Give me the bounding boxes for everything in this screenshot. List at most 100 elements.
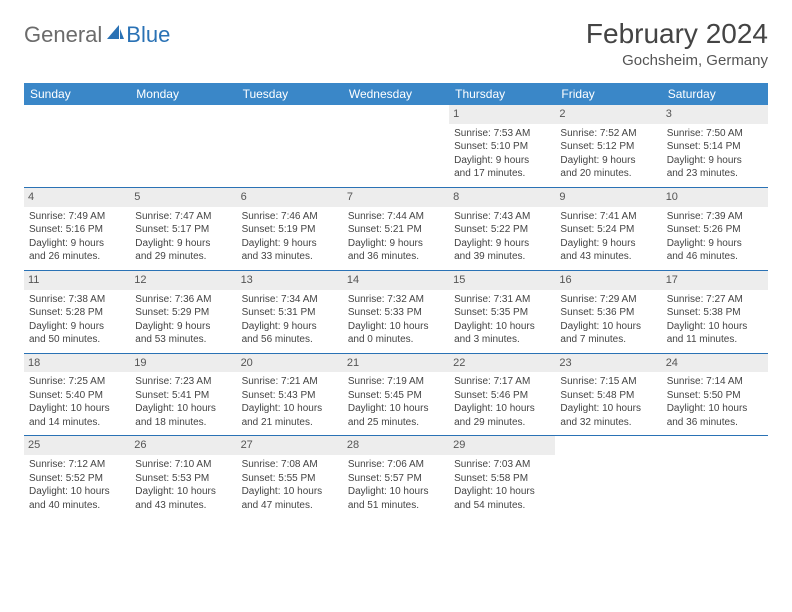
day-cell: 27Sunrise: 7:08 AMSunset: 5:55 PMDayligh… <box>237 436 343 518</box>
daylight-line-2: and 11 minutes. <box>667 333 763 347</box>
daylight-line-1: Daylight: 9 hours <box>29 320 125 334</box>
brand-part1: General <box>24 22 102 48</box>
day-number: 23 <box>555 354 661 373</box>
daylight-line-1: Daylight: 10 hours <box>667 402 763 416</box>
daylight-line-2: and 36 minutes. <box>348 250 444 264</box>
day-number: 21 <box>343 354 449 373</box>
day-number: 28 <box>343 436 449 455</box>
sunset-line: Sunset: 5:28 PM <box>29 306 125 320</box>
day-of-week-header: Monday <box>130 83 236 105</box>
day-cell: 7Sunrise: 7:44 AMSunset: 5:21 PMDaylight… <box>343 187 449 270</box>
day-cell: 8Sunrise: 7:43 AMSunset: 5:22 PMDaylight… <box>449 187 555 270</box>
day-number: 15 <box>449 271 555 290</box>
day-cell: 14Sunrise: 7:32 AMSunset: 5:33 PMDayligh… <box>343 270 449 353</box>
daylight-line-1: Daylight: 10 hours <box>454 402 550 416</box>
sunset-line: Sunset: 5:52 PM <box>29 472 125 486</box>
day-cell: 9Sunrise: 7:41 AMSunset: 5:24 PMDaylight… <box>555 187 661 270</box>
sunrise-line: Sunrise: 7:23 AM <box>135 375 231 389</box>
sunset-line: Sunset: 5:53 PM <box>135 472 231 486</box>
sunrise-line: Sunrise: 7:06 AM <box>348 458 444 472</box>
sunrise-line: Sunrise: 7:15 AM <box>560 375 656 389</box>
day-of-week-header: Friday <box>555 83 661 105</box>
sunrise-line: Sunrise: 7:53 AM <box>454 127 550 141</box>
daylight-line-1: Daylight: 10 hours <box>242 485 338 499</box>
sunrise-line: Sunrise: 7:27 AM <box>667 293 763 307</box>
day-number: 1 <box>449 105 555 124</box>
day-cell: 20 Sunrise: 7:21 AMSunset: 5:43 PMDayligh… <box>237 353 343 436</box>
sunrise-line: Sunrise: 7:08 AM <box>242 458 338 472</box>
daylight-line-2: and 33 minutes. <box>242 250 338 264</box>
week-row: 18Sunrise: 7:25 AMSunset: 5:40 PMDayligh… <box>24 353 768 436</box>
daylight-line-2: and 3 minutes. <box>454 333 550 347</box>
day-cell: 16Sunrise: 7:29 AMSunset: 5:36 PMDayligh… <box>555 270 661 353</box>
daylight-line-2: and 39 minutes. <box>454 250 550 264</box>
daylight-line-1: Daylight: 10 hours <box>560 402 656 416</box>
sunrise-line: Sunrise: 7:10 AM <box>135 458 231 472</box>
daylight-line-1: Daylight: 10 hours <box>29 485 125 499</box>
daylight-line-1: Daylight: 10 hours <box>348 402 444 416</box>
daylight-line-2: and 23 minutes. <box>667 167 763 181</box>
sunset-line: Sunset: 5:29 PM <box>135 306 231 320</box>
day-cell: 25 Sunrise: 7:12 AMSunset: 5:52 PMDayligh… <box>24 436 130 518</box>
daylight-line-2: and 18 minutes. <box>135 416 231 430</box>
day-cell: 24Sunrise: 7:14 AMSunset: 5:50 PMDayligh… <box>662 353 768 436</box>
header: General Blue February 2024 Gochsheim, Ge… <box>24 18 768 69</box>
sunset-line: Sunset: 5:17 PM <box>135 223 231 237</box>
day-number: 18 <box>24 354 130 373</box>
daylight-line-1: Daylight: 10 hours <box>454 320 550 334</box>
day-cell: 23Sunrise: 7:15 AMSunset: 5:48 PMDayligh… <box>555 353 661 436</box>
daylight-line-2: and 26 minutes. <box>29 250 125 264</box>
sunset-line: Sunset: 5:46 PM <box>454 389 550 403</box>
sunset-line: Sunset: 5:45 PM <box>348 389 444 403</box>
day-number: 14 <box>343 271 449 290</box>
daylight-line-1: Daylight: 10 hours <box>348 485 444 499</box>
day-cell <box>343 105 449 187</box>
daylight-line-1: Daylight: 10 hours <box>242 402 338 416</box>
day-cell <box>555 436 661 518</box>
day-cell: 28 Sunrise: 7:06 AMSunset: 5:57 PMDayligh… <box>343 436 449 518</box>
daylight-line-1: Daylight: 9 hours <box>135 320 231 334</box>
sunset-line: Sunset: 5:38 PM <box>667 306 763 320</box>
sunrise-line: Sunrise: 7:29 AM <box>560 293 656 307</box>
day-cell: 6Sunrise: 7:46 AMSunset: 5:19 PMDaylight… <box>237 187 343 270</box>
day-number: 25 <box>24 436 130 455</box>
daylight-line-1: Daylight: 9 hours <box>29 237 125 251</box>
day-number: 24 <box>662 354 768 373</box>
day-number: 2 <box>555 105 661 124</box>
daylight-line-1: Daylight: 9 hours <box>667 237 763 251</box>
daylight-line-2: and 0 minutes. <box>348 333 444 347</box>
sunset-line: Sunset: 5:40 PM <box>29 389 125 403</box>
sunset-line: Sunset: 5:14 PM <box>667 140 763 154</box>
daylight-line-1: Daylight: 10 hours <box>29 402 125 416</box>
brand-part2: Blue <box>126 22 170 48</box>
week-row: 1Sunrise: 7:53 AMSunset: 5:10 PMDaylight… <box>24 105 768 187</box>
sunset-line: Sunset: 5:24 PM <box>560 223 656 237</box>
day-cell: 10Sunrise: 7:39 AMSunset: 5:26 PMDayligh… <box>662 187 768 270</box>
sunset-line: Sunset: 5:19 PM <box>242 223 338 237</box>
daylight-line-2: and 53 minutes. <box>135 333 231 347</box>
daylight-line-2: and 7 minutes. <box>560 333 656 347</box>
sunset-line: Sunset: 5:43 PM <box>242 389 338 403</box>
sunrise-line: Sunrise: 7:21 AM <box>242 375 338 389</box>
day-number: 20 <box>237 354 343 373</box>
day-cell <box>24 105 130 187</box>
day-cell: 11Sunrise: 7:38 AMSunset: 5:28 PMDayligh… <box>24 270 130 353</box>
day-of-week-header: Sunday <box>24 83 130 105</box>
day-cell: 15Sunrise: 7:31 AMSunset: 5:35 PMDayligh… <box>449 270 555 353</box>
day-cell: 21Sunrise: 7:19 AMSunset: 5:45 PMDayligh… <box>343 353 449 436</box>
day-cell: 4Sunrise: 7:49 AMSunset: 5:16 PMDaylight… <box>24 187 130 270</box>
sunrise-line: Sunrise: 7:50 AM <box>667 127 763 141</box>
sunrise-line: Sunrise: 7:52 AM <box>560 127 656 141</box>
sunset-line: Sunset: 5:22 PM <box>454 223 550 237</box>
day-of-week-header: Tuesday <box>237 83 343 105</box>
location: Gochsheim, Germany <box>586 52 768 69</box>
month-title: February 2024 <box>586 18 768 50</box>
day-cell <box>130 105 236 187</box>
sunrise-line: Sunrise: 7:12 AM <box>29 458 125 472</box>
day-cell <box>237 105 343 187</box>
day-of-week-header: Wednesday <box>343 83 449 105</box>
brand-logo: General Blue <box>24 18 170 48</box>
sunset-line: Sunset: 5:57 PM <box>348 472 444 486</box>
title-block: February 2024 Gochsheim, Germany <box>586 18 768 69</box>
daylight-line-1: Daylight: 9 hours <box>135 237 231 251</box>
